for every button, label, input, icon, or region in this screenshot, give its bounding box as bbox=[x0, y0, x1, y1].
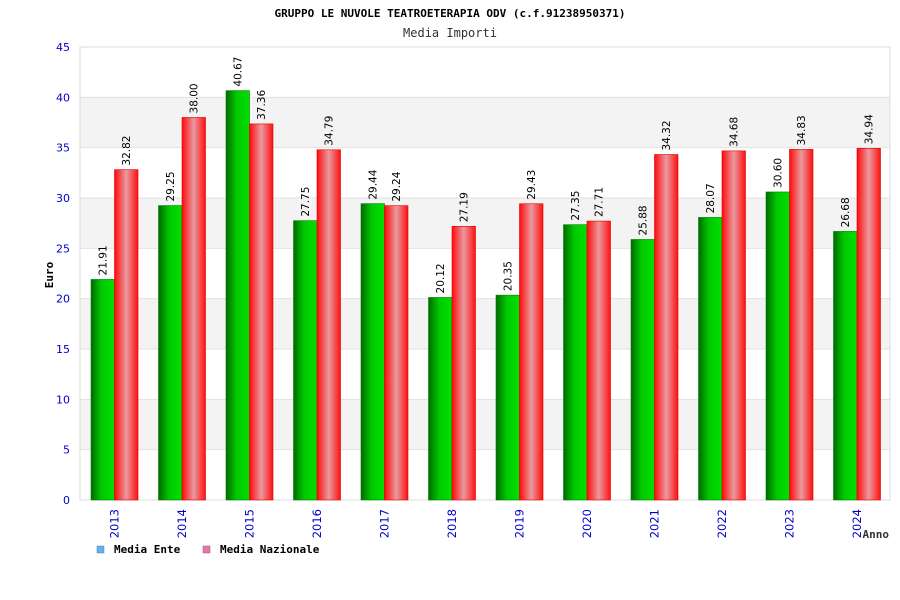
x-axis: 2013 2014 2015 2016 2017 2018 2019 2020 2021 2022… bbox=[108, 509, 865, 538]
data-label-media-nazionale-2016: 34.79 bbox=[324, 116, 336, 146]
grid-band bbox=[80, 399, 890, 450]
bar-media-ente-2022 bbox=[698, 217, 723, 501]
bar-media-nazionale-2017 bbox=[384, 205, 409, 501]
y-tick-label: 30 bbox=[56, 192, 70, 205]
grid-band bbox=[80, 97, 890, 148]
bar-media-nazionale-2016 bbox=[316, 149, 341, 501]
data-label-media-ente-2015: 40.67 bbox=[233, 57, 245, 87]
bar-media-nazionale-2024 bbox=[856, 147, 881, 501]
x-tick-label-2018: 2018 bbox=[445, 509, 459, 538]
data-label-media-nazionale-2020: 27.71 bbox=[594, 187, 606, 217]
bar-media-ente-2015 bbox=[225, 90, 250, 501]
x-tick-label-2019: 2019 bbox=[513, 509, 527, 538]
data-label-media-nazionale-2023: 34.83 bbox=[796, 115, 808, 145]
bar-media-nazionale-2021 bbox=[654, 154, 679, 501]
y-tick-label: 20 bbox=[56, 293, 70, 306]
bar-media-ente-2013 bbox=[90, 279, 115, 501]
data-label-media-nazionale-2024: 34.94 bbox=[864, 114, 876, 144]
legend-item-media-ente: Media Ente bbox=[96, 543, 181, 556]
data-label-media-ente-2016: 27.75 bbox=[300, 187, 312, 217]
x-tick-label-2016: 2016 bbox=[310, 509, 324, 538]
data-label-media-nazionale-2019: 29.43 bbox=[526, 170, 538, 200]
y-tick-label: 10 bbox=[56, 393, 70, 406]
data-label-media-ente-2014: 29.25 bbox=[165, 171, 177, 201]
grid-band bbox=[80, 198, 890, 249]
x-tick-label-2017: 2017 bbox=[378, 509, 392, 538]
bar-media-nazionale-2014 bbox=[181, 117, 206, 501]
bar-media-ente-2017 bbox=[360, 203, 385, 501]
bar-media-ente-2018 bbox=[428, 297, 453, 501]
data-label-media-ente-2017: 29.44 bbox=[368, 169, 380, 199]
legend: Media Ente Media Nazionale bbox=[96, 543, 320, 556]
chart-subtitle: Media Importi bbox=[403, 26, 497, 40]
bar-media-ente-2021 bbox=[630, 239, 655, 501]
legend-item-media-nazionale: Media Nazionale bbox=[202, 543, 320, 556]
x-axis-label: Anno bbox=[863, 528, 890, 541]
y-axis-label: Euro bbox=[43, 261, 56, 288]
x-tick-label-2014: 2014 bbox=[175, 509, 189, 538]
data-label-media-nazionale-2014: 38.00 bbox=[189, 83, 201, 113]
x-tick-label-2024: 2024 bbox=[850, 509, 864, 538]
y-tick-label: 0 bbox=[63, 494, 70, 507]
y-tick-label: 5 bbox=[63, 444, 70, 457]
bar-media-ente-2014 bbox=[158, 205, 183, 501]
legend-label-media-ente: Media Ente bbox=[114, 543, 181, 556]
bar-media-ente-2023 bbox=[765, 191, 790, 501]
bar-media-nazionale-2015 bbox=[249, 123, 274, 501]
data-label-media-ente-2022: 28.07 bbox=[705, 183, 717, 213]
bar-media-nazionale-2019 bbox=[519, 203, 544, 501]
data-label-media-ente-2023: 30.60 bbox=[773, 158, 785, 188]
bar-media-ente-2020 bbox=[563, 224, 588, 501]
y-tick-label: 25 bbox=[56, 242, 70, 255]
data-label-media-nazionale-2021: 34.32 bbox=[661, 120, 673, 150]
data-label-media-ente-2018: 20.12 bbox=[435, 263, 447, 293]
bar-media-nazionale-2018 bbox=[451, 225, 476, 501]
x-tick-label-2021: 2021 bbox=[648, 509, 662, 538]
y-tick-label: 45 bbox=[56, 41, 70, 54]
bar-media-nazionale-2022 bbox=[721, 150, 746, 501]
y-tick-label: 40 bbox=[56, 91, 70, 104]
data-label-media-nazionale-2017: 29.24 bbox=[391, 171, 403, 201]
legend-swatch-media-nazionale bbox=[202, 545, 211, 554]
data-label-media-nazionale-2015: 37.36 bbox=[256, 90, 268, 120]
x-tick-label-2015: 2015 bbox=[243, 509, 257, 538]
plot-area-border bbox=[79, 46, 891, 501]
y-tick-label: 35 bbox=[56, 142, 70, 155]
chart-title: GRUPPO LE NUVOLE TEATROETERAPIA ODV (c.f… bbox=[275, 7, 626, 20]
x-tick-label-2013: 2013 bbox=[108, 509, 122, 538]
bar-media-nazionale-2013 bbox=[114, 169, 139, 501]
bar-media-ente-2016 bbox=[293, 220, 318, 501]
y-tick-label: 15 bbox=[56, 343, 70, 356]
x-tick-label-2020: 2020 bbox=[580, 509, 594, 538]
data-label-media-ente-2024: 26.68 bbox=[840, 197, 852, 227]
x-tick-label-2023: 2023 bbox=[783, 509, 797, 538]
bars: 21.91 32.82 29.25 38.00 40.67 37.36 27.75 34.79… bbox=[90, 57, 881, 501]
data-label-media-ente-2013: 21.91 bbox=[98, 245, 110, 275]
y-axis: 0 5 10 15 20 25 30 35 40 45 bbox=[56, 41, 70, 507]
x-tick-label-2022: 2022 bbox=[715, 509, 729, 538]
bar-media-nazionale-2020 bbox=[586, 220, 611, 501]
bar-media-ente-2024 bbox=[833, 231, 858, 501]
bar-media-nazionale-2023 bbox=[789, 149, 814, 501]
data-label-media-ente-2021: 25.88 bbox=[638, 205, 650, 235]
legend-label-media-nazionale: Media Nazionale bbox=[220, 543, 320, 556]
legend-swatch-media-ente bbox=[96, 545, 105, 554]
data-label-media-nazionale-2018: 27.19 bbox=[459, 192, 471, 222]
bar-media-ente-2019 bbox=[495, 294, 520, 501]
data-label-media-nazionale-2022: 34.68 bbox=[729, 117, 741, 147]
data-label-media-ente-2019: 20.35 bbox=[503, 261, 515, 291]
grid-band bbox=[80, 298, 890, 349]
data-label-media-nazionale-2013: 32.82 bbox=[121, 136, 133, 166]
data-label-media-ente-2020: 27.35 bbox=[570, 191, 582, 221]
